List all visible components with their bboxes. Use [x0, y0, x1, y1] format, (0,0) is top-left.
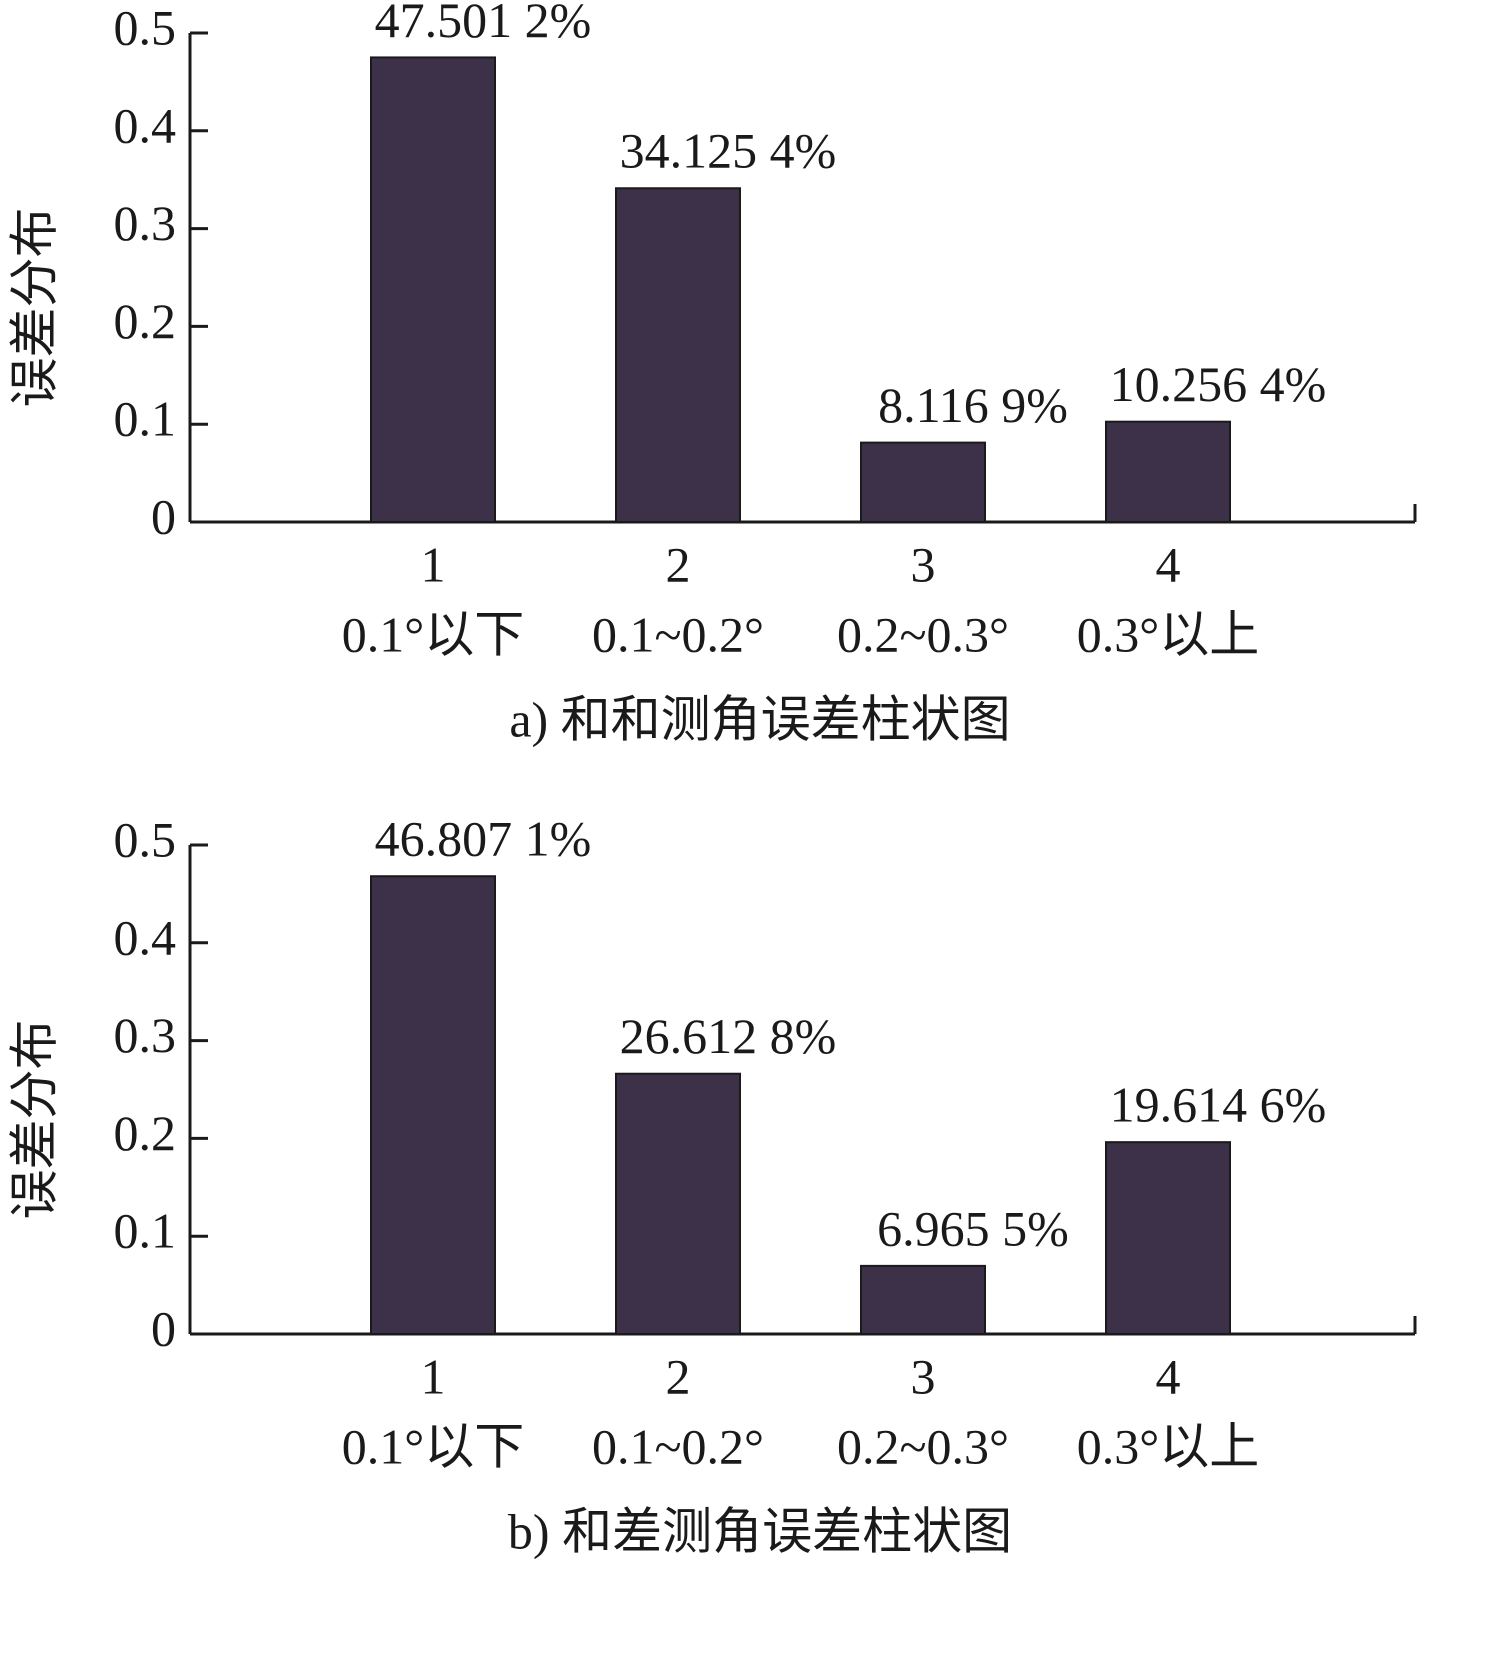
- x-tick-label: 3: [911, 536, 936, 592]
- x-tick-label: 4: [1156, 1348, 1181, 1404]
- y-tick-label: 0.1: [114, 1203, 177, 1259]
- data-label: 47.501 2%: [375, 0, 592, 48]
- x-tick-detail: 0.1~0.2°: [592, 1418, 764, 1474]
- y-axis-label: 误差分布: [6, 1020, 62, 1220]
- bar: [860, 441, 986, 524]
- bar: [615, 187, 741, 523]
- y-tick-label: 0.1: [114, 391, 177, 447]
- x-tick-label: 2: [666, 1348, 691, 1404]
- y-axis-label: 误差分布: [6, 208, 62, 408]
- chart-caption: b) 和差测角误差柱状图: [508, 1503, 1012, 1559]
- bar: [370, 875, 496, 1335]
- x-tick-detail: 0.1°以下: [342, 606, 525, 662]
- bar: [1105, 1141, 1231, 1335]
- y-tick-label: 0.2: [114, 293, 177, 349]
- bar: [1105, 420, 1231, 524]
- x-tick-label: 1: [421, 1348, 446, 1404]
- data-label: 19.614 6%: [1110, 1077, 1327, 1133]
- y-tick-label: 0.3: [114, 1007, 177, 1063]
- y-tick-label: 0.3: [114, 195, 177, 251]
- chart-caption: a) 和和测角误差柱状图: [509, 691, 1010, 747]
- bar: [615, 1072, 741, 1335]
- y-tick-label: 0.4: [114, 97, 177, 153]
- bar: [370, 56, 496, 523]
- bar: [860, 1264, 986, 1336]
- data-label: 46.807 1%: [375, 811, 592, 867]
- data-label: 34.125 4%: [620, 123, 837, 179]
- x-tick-label: 2: [666, 536, 691, 592]
- data-label: 6.965 5%: [877, 1200, 1069, 1256]
- x-tick-detail: 0.1~0.2°: [592, 606, 764, 662]
- data-label: 26.612 8%: [620, 1008, 837, 1064]
- y-tick-label: 0.2: [114, 1105, 177, 1161]
- x-tick-label: 1: [421, 536, 446, 592]
- y-tick-label: 0.5: [114, 811, 177, 867]
- y-tick-label: 0: [151, 488, 176, 544]
- x-tick-detail: 0.2~0.3°: [837, 1418, 1009, 1474]
- y-tick-label: 0.5: [114, 0, 177, 55]
- x-tick-detail: 0.2~0.3°: [837, 606, 1009, 662]
- y-tick-label: 0.4: [114, 909, 177, 965]
- data-label: 10.256 4%: [1110, 356, 1327, 412]
- x-tick-label: 3: [911, 1348, 936, 1404]
- x-tick-detail: 0.3°以上: [1077, 606, 1260, 662]
- x-tick-label: 4: [1156, 536, 1181, 592]
- y-tick-label: 0: [151, 1300, 176, 1356]
- data-label: 8.116 9%: [878, 377, 1068, 433]
- x-tick-detail: 0.1°以下: [342, 1418, 525, 1474]
- x-tick-detail: 0.3°以上: [1077, 1418, 1260, 1474]
